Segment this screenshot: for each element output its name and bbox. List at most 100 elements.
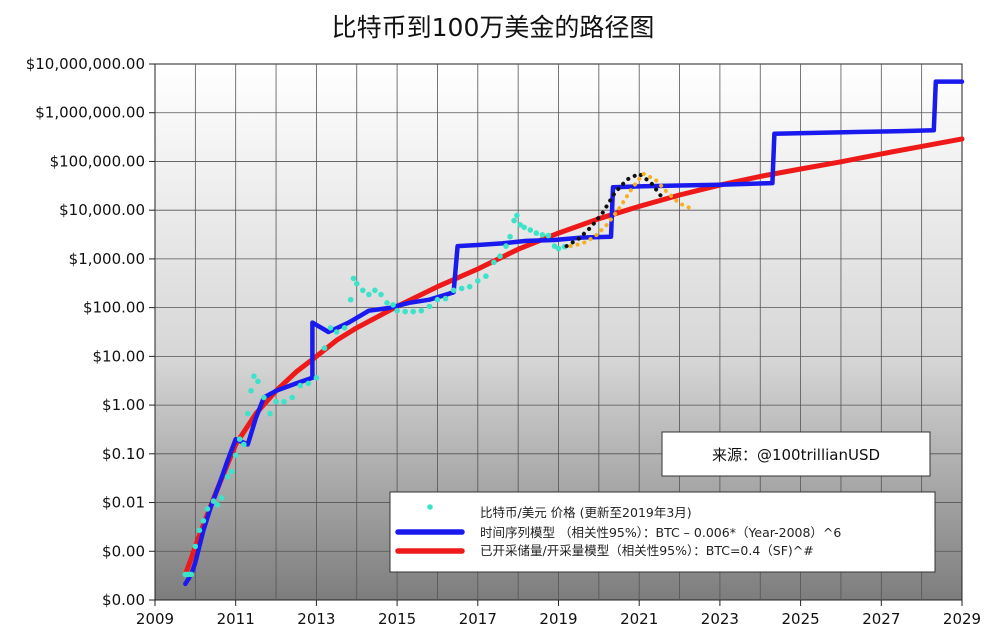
legend-price-label: 比特币/美元 价格 (更新至2019年3月) xyxy=(480,505,692,520)
x-tick-label: 2011 xyxy=(217,610,255,628)
price-point xyxy=(210,498,217,504)
price-point xyxy=(507,233,513,240)
y-tick-label: $100,000.00 xyxy=(50,152,145,170)
price-point xyxy=(327,325,334,331)
x-tick-label: 2029 xyxy=(943,610,981,628)
price-point xyxy=(418,307,425,314)
price-point xyxy=(360,287,366,294)
x-tick-label: 2025 xyxy=(782,610,820,628)
x-axis: 2009 2011 2013 2015 2017 2019 2021 2023 2025 2027… xyxy=(136,600,981,628)
price-point xyxy=(372,287,378,294)
y-tick-label: $1.00 xyxy=(102,396,145,414)
series-price-points xyxy=(182,212,568,578)
legend-time-model-label: 时间序列模型 （相关性95%）：BTC – 0.006*（Year-2008）^… xyxy=(480,525,841,540)
price-point xyxy=(341,325,348,331)
price-point xyxy=(539,232,546,238)
y-axis: $0.00 $0.00 $0.01 $0.10 $1.00 $10.00 $100.00 $1… xyxy=(26,55,155,609)
y-tick-label: $1,000.00 xyxy=(69,250,145,268)
price-point xyxy=(273,398,279,405)
x-tick-label: 2017 xyxy=(459,610,497,628)
price-point xyxy=(228,468,235,475)
price-point xyxy=(192,543,199,550)
legend: 比特币/美元 价格 (更新至2019年3月) 时间序列模型 （相关性95%）：B… xyxy=(389,491,936,573)
chart-title: 比特币到100万美金的路径图 xyxy=(332,13,655,42)
price-point xyxy=(241,441,247,448)
price-point xyxy=(313,375,320,381)
price-point xyxy=(251,373,257,380)
price-point xyxy=(521,224,527,231)
y-tick-label: $0.01 xyxy=(102,494,145,512)
y-tick-label: $100.00 xyxy=(83,299,145,317)
price-point xyxy=(196,527,203,534)
projection-black-line xyxy=(564,171,666,249)
price-point xyxy=(236,436,243,443)
price-point xyxy=(466,283,473,290)
price-point xyxy=(200,518,207,524)
price-point xyxy=(297,382,304,389)
price-point xyxy=(483,273,489,280)
price-point xyxy=(232,452,239,459)
projection-orange-line xyxy=(568,171,694,249)
price-point xyxy=(321,345,328,351)
x-tick-label: 2019 xyxy=(539,610,577,628)
price-point xyxy=(366,291,372,298)
price-point xyxy=(434,296,441,303)
legend-price-marker xyxy=(427,504,433,510)
x-tick-label: 2009 xyxy=(136,610,174,628)
price-point xyxy=(503,243,509,249)
price-point xyxy=(475,278,481,284)
price-point xyxy=(214,501,221,508)
price-point xyxy=(354,280,360,287)
price-point xyxy=(514,212,520,219)
price-point xyxy=(333,329,340,335)
price-point xyxy=(204,506,211,512)
y-tick-label: $10,000,000.00 xyxy=(26,55,145,73)
price-point xyxy=(497,253,503,259)
price-point xyxy=(533,230,540,236)
price-point xyxy=(350,275,357,282)
source-label: 来源：@100trillianUSD xyxy=(712,446,880,464)
legend-sf-model-label: 已开采储量/开采量模型（相关性95%）：BTC=0.4（SF)^# xyxy=(480,543,814,558)
price-point xyxy=(511,217,517,224)
price-point xyxy=(245,410,251,417)
price-point xyxy=(402,308,409,315)
x-tick-label: 2021 xyxy=(620,610,658,628)
price-point xyxy=(517,222,523,228)
price-point xyxy=(255,378,261,385)
price-point xyxy=(188,571,195,578)
price-point xyxy=(450,287,457,294)
series-time-model-line xyxy=(183,79,965,587)
price-point xyxy=(347,296,354,303)
price-point xyxy=(390,302,396,308)
price-point xyxy=(551,243,558,249)
y-tick-label: $0.10 xyxy=(102,445,145,463)
price-point xyxy=(281,398,287,405)
price-point xyxy=(555,245,562,252)
price-point xyxy=(491,259,497,266)
price-point xyxy=(458,285,465,292)
price-point xyxy=(267,410,273,417)
y-tick-label: $10.00 xyxy=(93,347,146,365)
y-tick-label: $10,000.00 xyxy=(59,201,145,219)
x-tick-label: 2027 xyxy=(862,610,900,628)
price-point xyxy=(289,394,296,401)
price-point xyxy=(261,394,267,401)
price-point xyxy=(248,388,254,394)
price-point xyxy=(527,227,534,233)
series-layer xyxy=(182,79,965,587)
y-tick-label: $1,000,000.00 xyxy=(35,104,145,122)
source-box: 来源：@100trillianUSD xyxy=(661,431,931,477)
price-point xyxy=(305,380,312,387)
price-point xyxy=(384,300,390,306)
y-tick-label: $0.00 xyxy=(102,591,145,609)
x-tick-label: 2015 xyxy=(378,610,416,628)
price-point xyxy=(378,291,384,298)
price-point xyxy=(442,295,449,302)
x-tick-label: 2013 xyxy=(297,610,335,628)
x-tick-label: 2023 xyxy=(701,610,739,628)
price-point xyxy=(426,303,433,310)
price-point xyxy=(410,308,417,315)
price-point xyxy=(394,307,400,314)
price-point xyxy=(545,232,552,239)
